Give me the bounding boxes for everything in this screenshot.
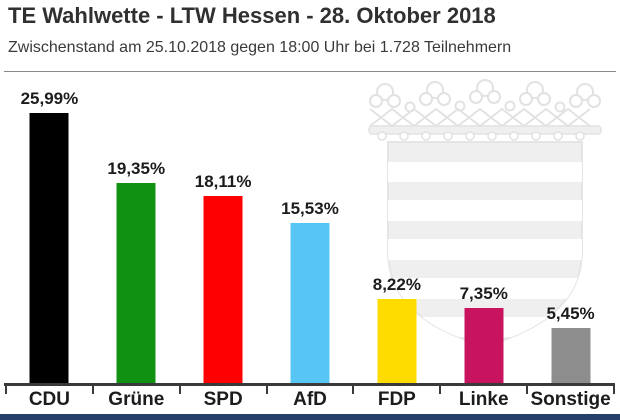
category-label-afd: AfD [293, 389, 327, 410]
bar-slot-cdu: 25,99% [6, 0, 93, 385]
category-label-sonstige: Sonstige [530, 389, 611, 410]
bar-grüne [116, 183, 156, 385]
category-label-cdu: CDU [28, 389, 71, 410]
bar-slot-sonstige: 5,45% [527, 0, 614, 385]
value-label-afd: 15,53% [281, 199, 339, 218]
bar-cdu [29, 113, 69, 385]
x-axis-tick [352, 386, 355, 394]
bar-spd [203, 196, 243, 385]
footer-accent-bar [0, 414, 620, 420]
value-label-spd: 18,11% [194, 172, 252, 191]
category-label-spd: SPD [203, 389, 243, 410]
page-subtitle: Zwischenstand am 25.10.2018 gegen 18:00 … [8, 39, 512, 56]
x-axis-tick [439, 386, 442, 394]
x-axis-tick [265, 386, 268, 394]
page-title: TE Wahlwette - LTW Hessen - 28. Oktober … [8, 3, 496, 28]
x-axis-tick [526, 386, 529, 394]
bar-slot-spd: 18,11% [180, 0, 267, 385]
x-axis-line [4, 383, 615, 386]
bar-slot-linke: 7,35% [440, 0, 527, 385]
bar-linke [464, 308, 504, 385]
value-label-grüne: 19,35% [107, 159, 166, 178]
category-label-fdp: FDP [377, 389, 416, 410]
value-label-sonstige: 5,45% [546, 304, 595, 323]
header-divider [4, 71, 616, 72]
value-label-linke: 7,35% [459, 284, 508, 303]
x-axis-tick [178, 386, 181, 394]
x-axis-tick [5, 386, 7, 394]
value-label-fdp: 8,22% [372, 275, 421, 294]
category-label-grüne: Grüne [108, 389, 165, 410]
bar-slot-afd: 15,53% [267, 0, 354, 385]
bar-fdp [377, 299, 417, 385]
bar-sonstige [551, 328, 591, 385]
bar-afd [290, 223, 330, 385]
bar-slot-fdp: 8,22% [353, 0, 440, 385]
bar-slot-grüne: 19,35% [93, 0, 180, 385]
value-label-cdu: 25,99% [20, 89, 79, 108]
category-label-linke: Linke [458, 389, 509, 410]
x-axis-tick [91, 386, 94, 394]
x-axis-tick [613, 386, 615, 394]
plot-area: 25,99% 19,35% 18,11% 15,53% 8,22% 7,35% 5,45% [6, 0, 614, 385]
